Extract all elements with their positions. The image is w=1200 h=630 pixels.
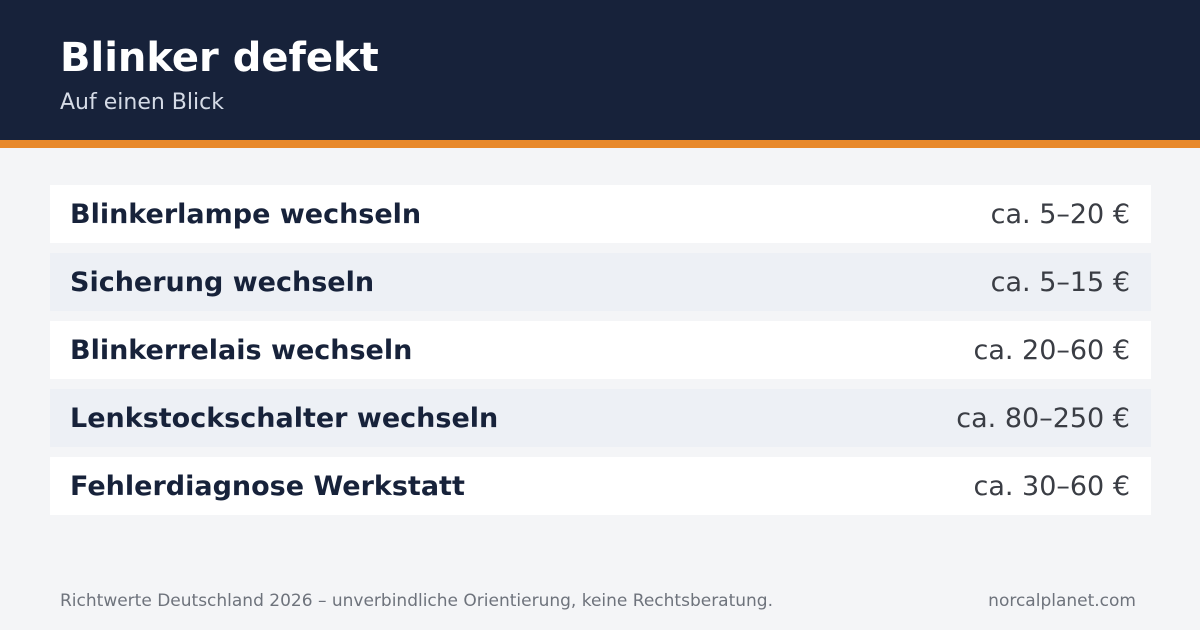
cost-row-price: ca. 5–15 € [990,266,1130,298]
cost-row-label: Lenkstockschalter wechseln [70,402,499,434]
cost-row-label: Blinkerrelais wechseln [70,334,413,366]
cost-row-price: ca. 5–20 € [990,198,1130,230]
page-subtitle: Auf einen Blick [60,90,224,115]
cost-list: Blinkerlampe wechseln ca. 5–20 € Sicheru… [50,185,1151,525]
cost-row: Lenkstockschalter wechseln ca. 80–250 € [50,389,1151,447]
cost-row-label: Fehlerdiagnose Werkstatt [70,470,465,502]
accent-divider [0,140,1200,148]
cost-row: Blinkerlampe wechseln ca. 5–20 € [50,185,1151,243]
header-banner: Blinker defekt Auf einen Blick [0,0,1200,140]
cost-row-label: Blinkerlampe wechseln [70,198,422,230]
cost-row-label: Sicherung wechseln [70,266,375,298]
cost-row-price: ca. 80–250 € [956,402,1130,434]
page-title: Blinker defekt [60,35,379,81]
footer-disclaimer: Richtwerte Deutschland 2026 – unverbindl… [60,591,774,611]
cost-row: Blinkerrelais wechseln ca. 20–60 € [50,321,1151,379]
footer-site-name: norcalplanet.com [988,591,1136,611]
cost-row-price: ca. 30–60 € [973,470,1130,502]
cost-row: Fehlerdiagnose Werkstatt ca. 30–60 € [50,457,1151,515]
cost-row: Sicherung wechseln ca. 5–15 € [50,253,1151,311]
cost-row-price: ca. 20–60 € [973,334,1130,366]
